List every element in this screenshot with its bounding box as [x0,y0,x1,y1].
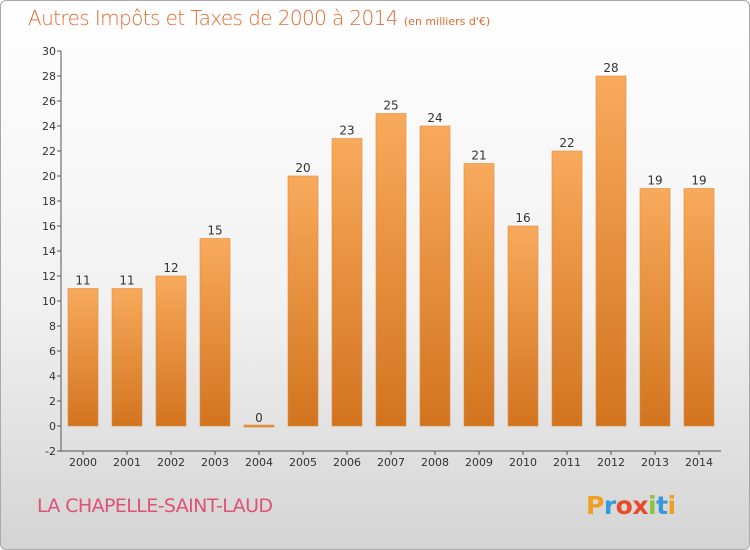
x-tick-label: 2010 [509,456,537,469]
value-label-2012: 28 [603,61,618,75]
bar-2013 [639,188,671,427]
logo-letter: t [656,491,668,520]
chart-title: Autres Impôts et Taxes de 2000 à 2014 [28,6,398,30]
x-tick-label: 2006 [333,456,361,469]
x-tick-label: 2002 [157,456,185,469]
bar-2003 [199,238,231,427]
logo-letter: x [632,491,648,520]
x-tick-label: 2007 [377,456,405,469]
value-label-2004: 0 [255,411,263,425]
location-name: LA CHAPELLE-SAINT-LAUD [37,495,273,517]
x-tick-label: 2014 [685,456,713,469]
value-labels: 11 11 12 15 0 20 23 25 24 21 16 22 28 19 19 [75,61,706,425]
logo-letter: o [615,491,633,520]
bar-2006 [331,138,363,427]
proxiti-logo: Proxiti [586,491,676,520]
bar-2001 [111,288,143,427]
bar-2004 [243,424,275,428]
bar-2009 [463,163,495,427]
logo-letter: P [586,491,604,520]
y-tick-label: 16 [42,220,56,233]
value-label-2006: 23 [339,124,354,138]
bar-2012 [595,75,627,427]
bar-2007 [375,113,407,427]
bar-2005 [287,175,319,427]
y-tick-label: 30 [42,45,56,58]
value-label-2014: 19 [691,174,706,188]
chart-subtitle: (en milliers d'€) [403,15,491,28]
value-label-2003: 15 [207,224,222,238]
y-tick-label: 26 [42,95,56,108]
value-label-2000: 11 [75,274,90,288]
y-tick-label: 12 [42,270,56,283]
x-tick-label: 2001 [113,456,141,469]
y-tick-label: 2 [49,395,56,408]
logo-letter: i [667,491,677,520]
value-label-2005: 20 [295,161,310,175]
y-tick-label: 24 [42,120,56,133]
y-tick-label: 14 [42,245,56,258]
x-tick-label: 2013 [641,456,669,469]
bar-2002 [155,275,187,427]
x-tick-label: 2011 [553,456,581,469]
y-tick-label: 0 [49,420,56,433]
value-label-2001: 11 [119,274,134,288]
bar-2011 [551,150,583,427]
y-tick-label: 18 [42,195,56,208]
x-tick-label: 2005 [289,456,317,469]
x-tick-label: 2004 [245,456,273,469]
y-tick-label: 10 [42,295,56,308]
x-tick-label: 2000 [69,456,97,469]
logo-letter: i [648,491,657,520]
value-label-2011: 22 [559,136,574,150]
value-label-2013: 19 [647,174,662,188]
logo-letter: r [603,491,616,520]
bar-2000 [67,288,99,427]
chart-title-block: Autres Impôts et Taxes de 2000 à 2014 (en… [28,6,490,30]
x-tick-label: 2009 [465,456,493,469]
y-tick-label: 22 [42,145,56,158]
value-label-2010: 16 [515,211,530,225]
x-tick-label: 2003 [201,456,229,469]
y-tick-label: 28 [42,70,56,83]
y-tick-label: 20 [42,170,56,183]
value-label-2009: 21 [471,149,486,163]
x-tick-label: 2008 [421,456,449,469]
value-label-2007: 25 [383,99,398,113]
bar-2008 [419,125,451,427]
bars [67,75,715,428]
bar-2010 [507,225,539,427]
y-tick-label: -2 [45,445,56,458]
y-tick-label: 6 [49,345,56,358]
value-label-2008: 24 [427,111,442,125]
x-tick-label: 2012 [597,456,625,469]
y-tick-label: 4 [49,370,56,383]
y-tick-label: 8 [49,320,56,333]
value-label-2002: 12 [163,261,178,275]
bar-2014 [683,188,715,427]
